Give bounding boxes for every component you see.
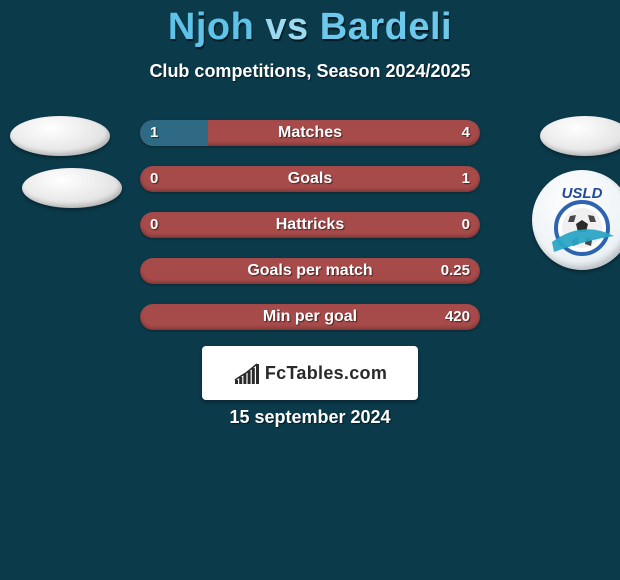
subtitle: Club competitions, Season 2024/2025 bbox=[0, 61, 620, 82]
stat-bar: Matches14 bbox=[140, 120, 480, 146]
stat-bar: Min per goal420 bbox=[140, 304, 480, 330]
stat-label: Min per goal bbox=[140, 304, 480, 330]
stat-value-left: 1 bbox=[150, 120, 158, 146]
stat-value-right: 1 bbox=[462, 166, 470, 192]
brand-watermark: FcTables.com bbox=[202, 346, 418, 400]
stat-rows: Matches14Goals01Hattricks00Goals per mat… bbox=[0, 110, 620, 340]
title-player1: Njoh bbox=[168, 6, 254, 48]
stat-label: Goals bbox=[140, 166, 480, 192]
stat-bar: Goals per match0.25 bbox=[140, 258, 480, 284]
stat-value-right: 4 bbox=[462, 120, 470, 146]
title-vs: vs bbox=[265, 6, 308, 48]
stat-bar: Goals0 1 bbox=[140, 166, 480, 192]
stat-value-right: 0.25 bbox=[441, 258, 470, 284]
brand-text: FcTables.com bbox=[265, 363, 387, 384]
stat-value-right: 420 bbox=[445, 304, 470, 330]
stat-value-right: 0 bbox=[462, 212, 470, 238]
comparison-area: USLD Matches14Goals01Hattricks00Goals pe… bbox=[0, 110, 620, 340]
stat-row: Goals per match0.25 bbox=[0, 248, 620, 294]
bar-chart-icon bbox=[233, 362, 259, 384]
stat-row: Min per goal420 bbox=[0, 294, 620, 340]
stat-value-left: 0 bbox=[150, 166, 158, 192]
stat-bar: Hattricks0 0 bbox=[140, 212, 480, 238]
stat-label: Goals per match bbox=[140, 258, 480, 284]
stat-row: Goals0 1 bbox=[0, 156, 620, 202]
stat-label: Hattricks bbox=[140, 212, 480, 238]
stat-row: Hattricks0 0 bbox=[0, 202, 620, 248]
comparison-title: Njoh vs Bardeli bbox=[0, 0, 620, 49]
title-player2: Bardeli bbox=[320, 6, 452, 48]
stat-row: Matches14 bbox=[0, 110, 620, 156]
snapshot-date: 15 september 2024 bbox=[0, 407, 620, 428]
stat-value-left: 0 bbox=[150, 212, 158, 238]
